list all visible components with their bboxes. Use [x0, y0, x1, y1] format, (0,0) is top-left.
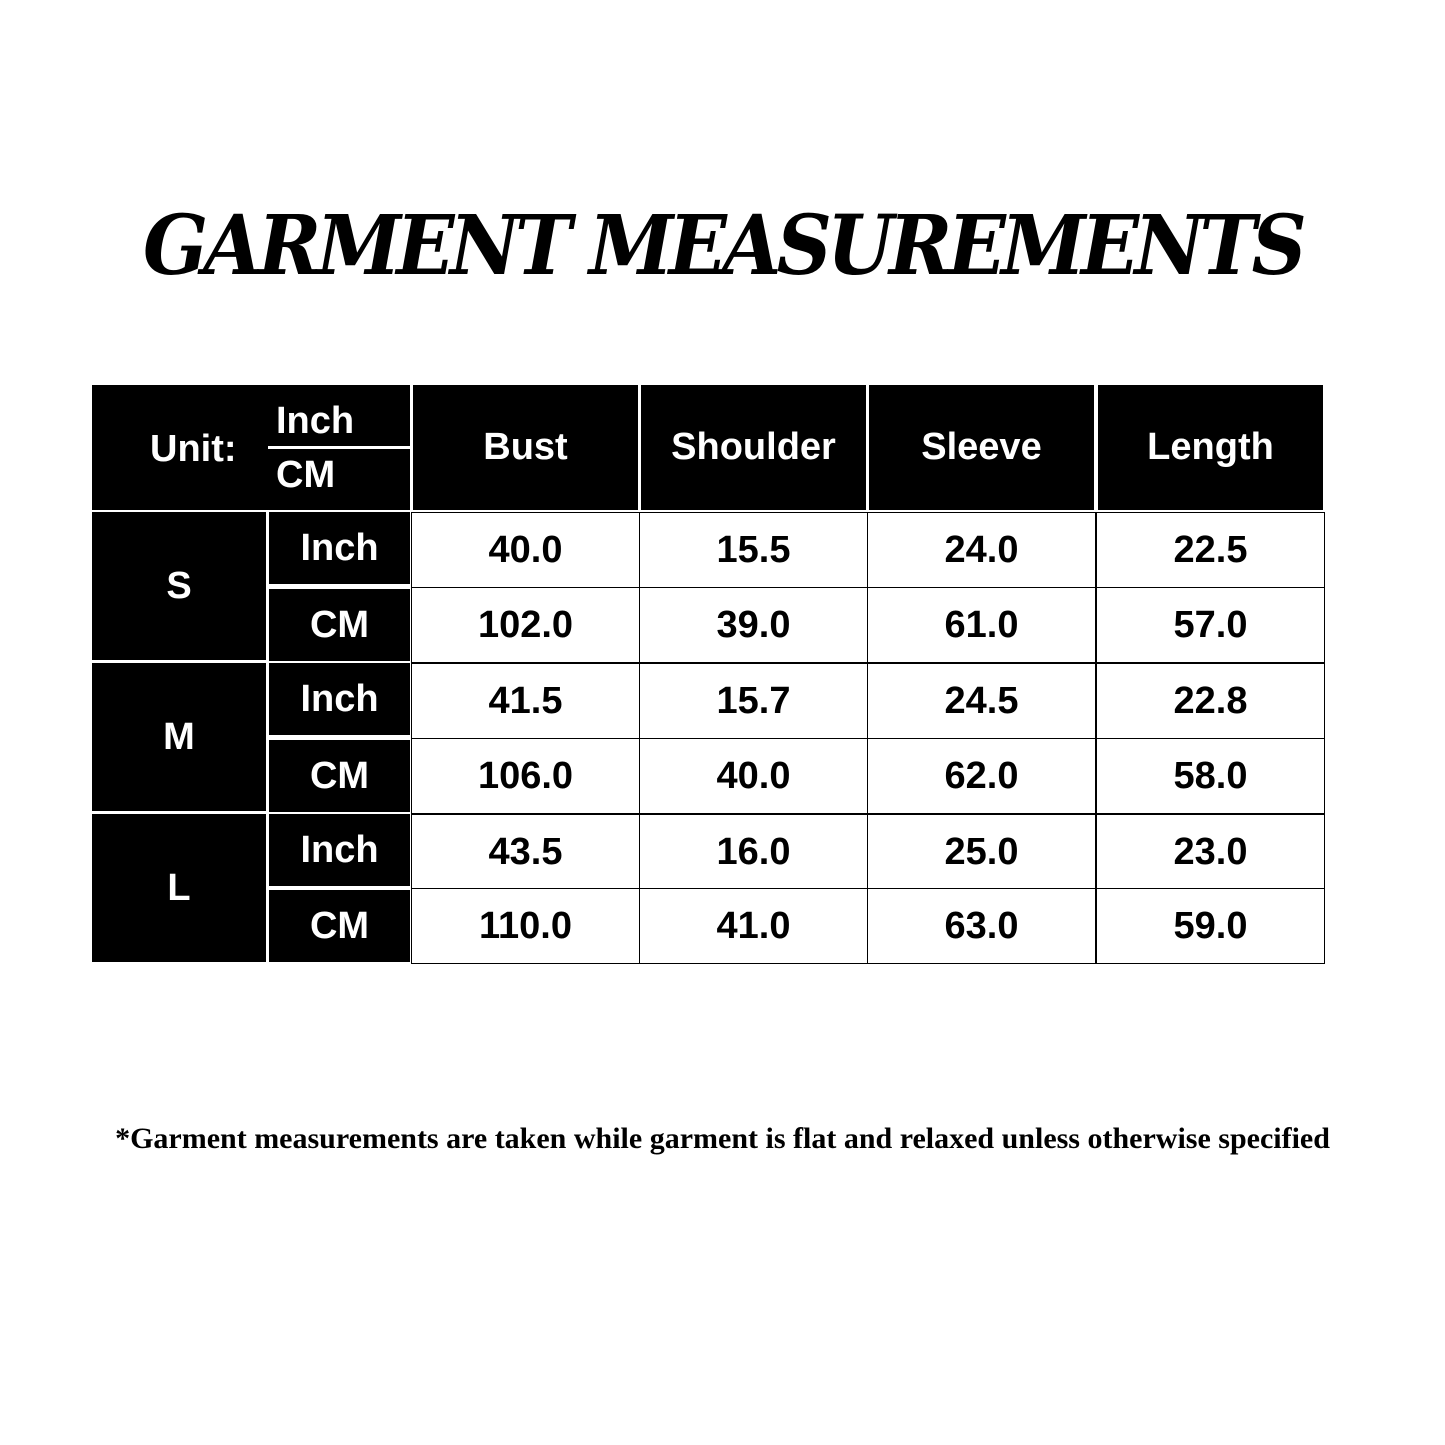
unit-bottom-label: CM [276, 454, 336, 496]
size-label: S [92, 512, 266, 660]
column-header: Shoulder [641, 385, 866, 510]
column-header: Bust [413, 385, 638, 510]
table-cell: 58.0 [1096, 738, 1325, 814]
table-cell: 63.0 [867, 888, 1096, 964]
table-cell: 61.0 [867, 587, 1096, 663]
table-cell: 39.0 [639, 587, 868, 663]
column-header: Sleeve [869, 385, 1094, 510]
table-cell: 40.0 [639, 738, 868, 814]
column-header: Length [1098, 385, 1323, 510]
table-cell: 24.5 [867, 663, 1096, 739]
table-cell: 106.0 [411, 738, 640, 814]
table-cell: 62.0 [867, 738, 1096, 814]
table-cell: 40.0 [411, 512, 640, 588]
table-cell: 102.0 [411, 587, 640, 663]
table-cell: 16.0 [639, 814, 868, 890]
row-unit-label: CM [269, 589, 410, 661]
table-cell: 110.0 [411, 888, 640, 964]
table-cell: 22.5 [1096, 512, 1325, 588]
size-label: L [92, 814, 266, 962]
table-cell: 41.5 [411, 663, 640, 739]
table-cell: 24.0 [867, 512, 1096, 588]
footnote: *Garment measurements are taken while ga… [115, 1122, 1330, 1155]
unit-top-label: Inch [276, 400, 355, 442]
table-cell: 43.5 [411, 814, 640, 890]
row-unit-label: Inch [269, 512, 410, 584]
row-unit-label: Inch [269, 814, 410, 886]
unit-label: Unit: [150, 428, 237, 470]
table-cell: 15.7 [639, 663, 868, 739]
row-unit-label: Inch [269, 663, 410, 735]
page-title: GARMENT MEASUREMENTS [142, 198, 1307, 294]
table-cell: 59.0 [1096, 888, 1325, 964]
table-cell: 22.8 [1096, 663, 1325, 739]
table-cell: 25.0 [867, 814, 1096, 890]
unit-fraction-line [268, 446, 410, 449]
row-unit-label: CM [269, 890, 410, 962]
row-unit-label: CM [269, 740, 410, 812]
table-cell: 57.0 [1096, 587, 1325, 663]
table-cell: 41.0 [639, 888, 868, 964]
table-cell: 23.0 [1096, 814, 1325, 890]
table-cell: 15.5 [639, 512, 868, 588]
size-label: M [92, 663, 266, 811]
